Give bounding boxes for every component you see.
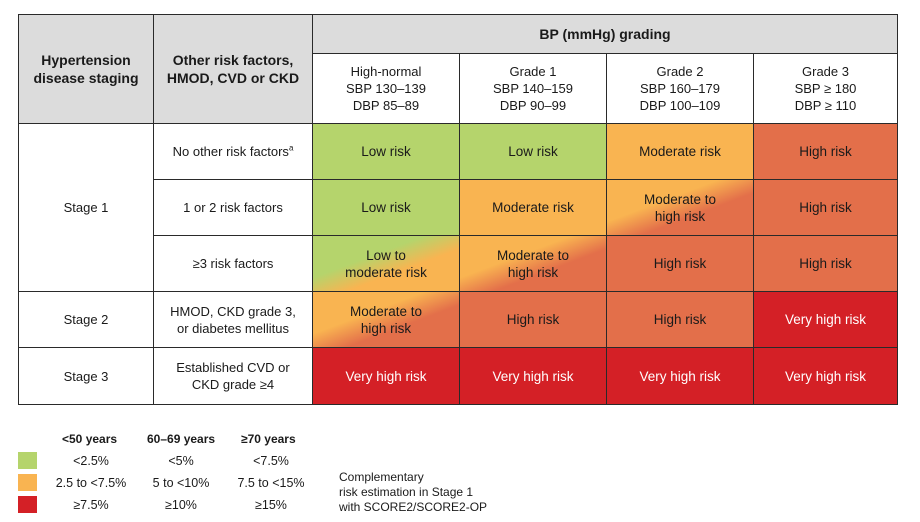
stage-1-cell: Stage 1 <box>19 124 153 291</box>
risk-cell: Low risk <box>313 124 459 179</box>
risk-cell: Moderate to high risk <box>313 292 459 347</box>
risk-cell: Low to moderate risk <box>313 236 459 291</box>
legend-swatch-moderate <box>18 474 37 491</box>
legend-age-70-plus: ≥70 years <box>241 432 296 446</box>
risk-cell: Very high risk <box>754 292 897 347</box>
grade-dbp: DBP 85–89 <box>352 98 420 113</box>
grade-header-grade-1: Grade 1 SBP 140–159 DBP 90–99 <box>460 54 606 123</box>
legend-age-60-69: 60–69 years <box>147 432 216 446</box>
legend-value: 2.5 to <7.5% <box>55 476 127 490</box>
stage-label: Stage 1 <box>63 200 109 215</box>
risk-cell: High risk <box>460 292 606 347</box>
header-risk-factors: Other risk factors, HMOD, CVD or CKD <box>154 15 312 123</box>
risk-factor-label: 1 or 2 risk factors <box>183 200 283 215</box>
risk-factor-row-5: Established CVD or CKD grade ≥4 <box>154 348 312 404</box>
risk-factor-row-3: ≥3 risk factors <box>154 236 312 291</box>
legend-value: <5% <box>168 454 194 468</box>
grid-line <box>153 179 897 180</box>
risk-cell: Very high risk <box>754 348 897 404</box>
grade-name: Grade 1 <box>509 64 557 79</box>
legend-note-line: with SCORE2/SCORE2-OP <box>339 500 488 514</box>
risk-cell: High risk <box>754 236 897 291</box>
legend-note: Complementary risk estimation in Stage 1… <box>339 470 487 515</box>
grade-header-grade-3: Grade 3 SBP ≥ 180 DBP ≥ 110 <box>754 54 897 123</box>
risk-factor-row-2: 1 or 2 risk factors <box>154 180 312 235</box>
grid-line <box>153 235 897 236</box>
legend-value: ≥15% <box>255 498 287 512</box>
risk-cell: High risk <box>607 292 753 347</box>
grade-dbp: DBP 100–109 <box>639 98 721 113</box>
risk-factor-label: ≥3 risk factors <box>192 256 274 271</box>
grade-dbp: DBP 90–99 <box>499 98 567 113</box>
legend-value: 5 to <10% <box>152 476 210 490</box>
legend-value: ≥7.5% <box>73 498 109 512</box>
stage-2-cell: Stage 2 <box>19 292 153 347</box>
legend-value: 7.5 to <15% <box>237 476 305 490</box>
grade-header-high-normal: High-normal SBP 130–139 DBP 85–89 <box>313 54 459 123</box>
stage-3-cell: Stage 3 <box>19 348 153 404</box>
risk-cell: High risk <box>754 180 897 235</box>
header-staging: Hypertension disease staging <box>19 15 153 123</box>
legend-note-line: Complementary <box>339 470 424 484</box>
grid-line <box>459 53 460 404</box>
legend-value: <2.5% <box>73 454 109 468</box>
stage-label: Stage 3 <box>63 368 109 384</box>
grid-line <box>312 15 313 404</box>
grade-dbp: DBP ≥ 110 <box>794 98 857 113</box>
grid-line <box>606 53 607 404</box>
grade-sbp: SBP ≥ 180 <box>794 81 857 96</box>
grade-name: High-normal <box>350 64 422 79</box>
grid-line <box>19 291 897 292</box>
grade-sbp: SBP 140–159 <box>493 81 573 96</box>
risk-cell: High risk <box>754 124 897 179</box>
risk-cell: Moderate to high risk <box>460 236 606 291</box>
risk-factor-row-4: HMOD, CKD grade 3, or diabetes mellitus <box>154 292 312 347</box>
grid-line <box>753 53 754 404</box>
risk-cell: Very high risk <box>313 348 459 404</box>
risk-factor-label: Established CVD or CKD grade ≥4 <box>176 360 290 392</box>
legend-note-line: risk estimation in Stage 1 <box>339 485 474 499</box>
legend-age-under-50: <50 years <box>62 432 118 446</box>
stage-label: Stage 2 <box>63 312 109 327</box>
grid-line <box>312 53 897 54</box>
risk-cell: Moderate to high risk <box>607 180 753 235</box>
risk-cell: Very high risk <box>460 348 606 404</box>
risk-cell: Moderate risk <box>460 180 606 235</box>
grid-line <box>19 347 897 348</box>
risk-factor-label: HMOD, CKD grade 3, or diabetes mellitus <box>170 303 296 336</box>
header-risk-factors-label: Other risk factors, HMOD, CVD or CKD <box>166 52 300 86</box>
risk-factor-label: No other risk factorsa <box>172 143 294 159</box>
risk-table: Hypertension disease staging Other risk … <box>18 14 898 405</box>
legend-swatch-very-high <box>18 496 37 513</box>
risk-cell: Low risk <box>460 124 606 179</box>
grade-header-grade-2: Grade 2 SBP 160–179 DBP 100–109 <box>607 54 753 123</box>
risk-cell: Very high risk <box>607 348 753 404</box>
grid-line <box>153 15 154 404</box>
grade-name: Grade 3 <box>802 64 849 79</box>
risk-cell: Low risk <box>313 180 459 235</box>
grid-line <box>19 123 897 124</box>
grade-sbp: SBP 160–179 <box>640 81 720 96</box>
risk-cell: High risk <box>607 236 753 291</box>
header-bp-title: BP (mmHg) grading <box>539 26 671 42</box>
grade-sbp: SBP 130–139 <box>346 81 426 96</box>
risk-factor-row-1: No other risk factorsa <box>154 124 312 179</box>
legend-value: <7.5% <box>253 454 289 468</box>
header-staging-label: Hypertension disease staging <box>33 52 139 86</box>
header-bp-grading: BP (mmHg) grading <box>313 15 897 53</box>
legend-swatch-low <box>18 452 37 469</box>
risk-cell: Moderate risk <box>607 124 753 179</box>
grade-name: Grade 2 <box>656 64 704 79</box>
legend-value: ≥10% <box>165 498 197 512</box>
